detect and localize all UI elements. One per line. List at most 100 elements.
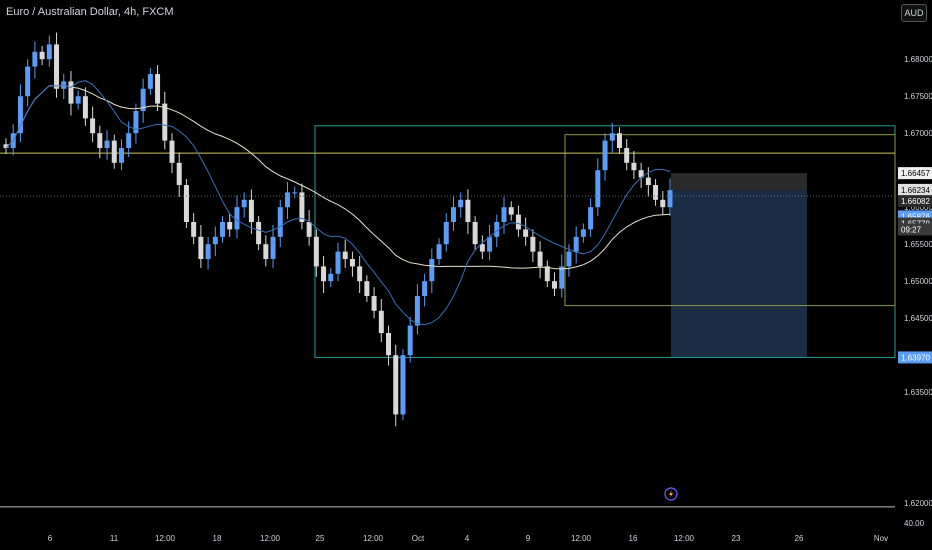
moving-average-short bbox=[5, 80, 671, 326]
candle-body bbox=[82, 96, 88, 119]
candle-body bbox=[155, 74, 161, 104]
candle-body bbox=[32, 51, 38, 67]
candle-body bbox=[140, 88, 146, 111]
candle-body bbox=[609, 133, 615, 141]
lightning-icon bbox=[664, 487, 678, 501]
x-axis-tick-label: 23 bbox=[732, 534, 741, 543]
candle-body bbox=[97, 133, 103, 148]
target-zone bbox=[671, 190, 807, 358]
candle-body bbox=[248, 199, 254, 222]
candle-body bbox=[595, 170, 601, 208]
candle-body bbox=[118, 148, 124, 163]
candle-body bbox=[624, 148, 630, 163]
candle-body bbox=[54, 44, 60, 89]
candle-body bbox=[284, 192, 290, 208]
candle-body bbox=[602, 140, 608, 171]
x-axis-tick-label: 11 bbox=[110, 534, 119, 543]
y-axis-tick-label: 1.63500 bbox=[904, 388, 932, 397]
price-tag bbox=[898, 195, 932, 208]
candle-body bbox=[169, 140, 175, 163]
x-axis-tick-label: 4 bbox=[465, 534, 470, 543]
candle-body bbox=[335, 251, 341, 274]
y-axis-tick-label: 1.66000 bbox=[904, 203, 932, 212]
candle-body bbox=[241, 199, 247, 208]
candle-body bbox=[588, 207, 594, 230]
stop-zone bbox=[671, 173, 807, 191]
price-tag-label: 1.66082 bbox=[901, 197, 930, 206]
x-axis-tick-label: Nov bbox=[874, 534, 888, 543]
candle-body bbox=[523, 229, 529, 237]
candle-body bbox=[357, 266, 363, 282]
candle-body bbox=[580, 229, 586, 237]
candle-body bbox=[68, 81, 74, 104]
candle-body bbox=[39, 51, 45, 60]
candle-body bbox=[566, 251, 572, 267]
candle-body bbox=[429, 259, 435, 282]
candle-body bbox=[46, 44, 52, 60]
candle-body bbox=[371, 296, 377, 311]
candle-body bbox=[313, 236, 319, 267]
candle-body bbox=[25, 66, 31, 97]
price-tag-label: 1.66234 bbox=[901, 186, 930, 195]
candle-body bbox=[104, 140, 110, 148]
price-tag bbox=[898, 351, 932, 364]
candle-body bbox=[515, 214, 521, 230]
y-axis-tick-label: 1.68000 bbox=[904, 55, 932, 64]
candle-body bbox=[638, 170, 644, 178]
candle-body bbox=[458, 199, 464, 208]
currency-button[interactable]: AUD bbox=[901, 4, 927, 22]
candle-body bbox=[234, 207, 240, 230]
candle-body bbox=[660, 199, 666, 208]
volume-scale-label: 40.00 bbox=[904, 519, 925, 528]
candle-body bbox=[364, 281, 370, 296]
candle-body bbox=[407, 325, 413, 356]
candle-body bbox=[400, 355, 406, 415]
candle-body bbox=[552, 281, 558, 289]
candle-body bbox=[263, 244, 269, 259]
candle-body bbox=[501, 207, 507, 222]
y-axis-tick-label: 1.67500 bbox=[904, 92, 932, 101]
candle-body bbox=[386, 333, 392, 356]
candle-body bbox=[378, 310, 384, 333]
candle-body bbox=[126, 133, 132, 148]
candle-body bbox=[559, 266, 565, 289]
price-tag-label: 09:27 bbox=[901, 225, 922, 234]
lightning-icon-bolt bbox=[669, 490, 673, 498]
candle-body bbox=[487, 236, 493, 252]
candle-body bbox=[147, 74, 153, 89]
candle-body bbox=[544, 266, 550, 282]
x-axis-tick-label: Oct bbox=[412, 534, 425, 543]
candle-body bbox=[616, 133, 622, 148]
x-axis-tick-label: 12:00 bbox=[571, 534, 592, 543]
y-axis-tick-label: 1.67000 bbox=[904, 129, 932, 138]
price-tag-label: 1.65876 bbox=[901, 212, 930, 221]
candle-body bbox=[321, 266, 327, 282]
candle-body bbox=[349, 259, 355, 267]
x-axis-tick-label: 25 bbox=[316, 534, 325, 543]
price-tag bbox=[898, 167, 932, 180]
candle-body bbox=[342, 251, 348, 259]
moving-average-long bbox=[5, 84, 671, 270]
y-axis-tick-label: 1.64500 bbox=[904, 314, 932, 323]
candle-body bbox=[256, 222, 262, 245]
y-axis-tick-label: 1.65000 bbox=[904, 277, 932, 286]
candle-body bbox=[162, 103, 168, 141]
x-axis-tick-label: 26 bbox=[795, 534, 804, 543]
candle-body bbox=[220, 222, 226, 237]
y-axis-tick-label: 1.62000 bbox=[904, 499, 932, 508]
candle-body bbox=[3, 144, 9, 148]
x-axis-tick-label: 18 bbox=[213, 534, 222, 543]
candle-body bbox=[508, 207, 514, 215]
candle-body bbox=[414, 296, 420, 326]
candle-body bbox=[191, 222, 197, 237]
lightning-icon-circle bbox=[664, 487, 678, 501]
candle-body bbox=[573, 236, 579, 252]
candle-body bbox=[530, 236, 536, 252]
candle-body bbox=[17, 96, 23, 134]
candle-body bbox=[328, 273, 334, 282]
candle-body bbox=[176, 162, 182, 185]
candle-body bbox=[183, 185, 189, 222]
candle-body bbox=[653, 185, 659, 200]
candle-body bbox=[537, 251, 543, 267]
